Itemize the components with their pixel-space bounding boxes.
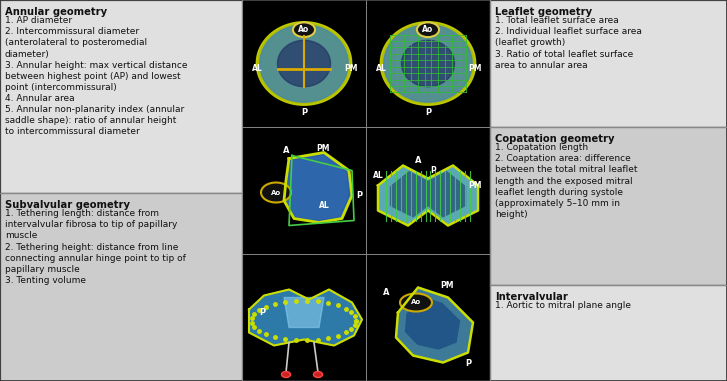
Bar — [0, 0, 242, 193]
Text: Ao: Ao — [271, 189, 281, 195]
Text: Ao: Ao — [422, 25, 433, 34]
Polygon shape — [380, 22, 475, 105]
Bar — [242, 127, 366, 254]
Text: P: P — [259, 308, 265, 317]
Text: 1. Copatation length
2. Coaptation area: difference
between the total mitral lea: 1. Copatation length 2. Coaptation area:… — [495, 143, 638, 219]
Polygon shape — [260, 25, 348, 102]
Text: Annular geometry: Annular geometry — [5, 7, 107, 17]
Bar — [490, 285, 727, 381]
Text: PM: PM — [344, 64, 358, 73]
Bar — [490, 127, 727, 285]
Text: Copatation geometry: Copatation geometry — [495, 134, 614, 144]
Ellipse shape — [313, 371, 323, 378]
Text: PM: PM — [316, 144, 329, 153]
Text: Intervalvular: Intervalvular — [495, 292, 568, 302]
Text: PM: PM — [468, 181, 481, 190]
Bar — [242, 0, 366, 127]
Text: AL: AL — [318, 201, 329, 210]
Bar — [0, 193, 242, 381]
Text: P: P — [465, 360, 471, 368]
Polygon shape — [406, 296, 459, 349]
Text: A: A — [283, 146, 289, 155]
Text: PM: PM — [468, 64, 481, 73]
Polygon shape — [257, 22, 352, 105]
Polygon shape — [384, 25, 472, 102]
Text: A: A — [414, 156, 421, 165]
Ellipse shape — [281, 371, 291, 378]
Polygon shape — [390, 172, 465, 217]
Polygon shape — [284, 298, 324, 328]
Text: Ao: Ao — [411, 299, 421, 306]
Text: PM: PM — [440, 281, 454, 290]
Text: P: P — [356, 191, 362, 200]
Text: Subvalvular geometry: Subvalvular geometry — [5, 200, 130, 210]
Text: 1. Tethering length: distance from
intervalvular fibrosa to tip of papillary
mus: 1. Tethering length: distance from inter… — [5, 209, 186, 285]
Text: Leaflet geometry: Leaflet geometry — [495, 7, 592, 17]
Text: AL: AL — [252, 64, 262, 73]
Polygon shape — [396, 288, 473, 362]
Text: 1. Total leaflet surface area
2. Individual leaflet surface area
(leaflet growth: 1. Total leaflet surface area 2. Individ… — [495, 16, 642, 70]
Polygon shape — [378, 165, 478, 226]
Text: Ao: Ao — [298, 25, 310, 34]
Bar — [366, 127, 490, 254]
Ellipse shape — [261, 182, 291, 202]
Text: AL: AL — [376, 64, 387, 73]
Text: A: A — [382, 288, 389, 297]
Text: 1. AP diameter
2. Intercommissural diameter
(anterolateral to posteromedial
diam: 1. AP diameter 2. Intercommissural diame… — [5, 16, 188, 136]
Text: P: P — [301, 107, 307, 117]
Text: P: P — [430, 166, 435, 175]
Text: AL: AL — [373, 171, 384, 180]
Bar — [490, 0, 727, 127]
Text: 1. Aortic to mitral plane angle: 1. Aortic to mitral plane angle — [495, 301, 631, 310]
Polygon shape — [285, 154, 350, 221]
Polygon shape — [249, 290, 362, 346]
Text: P: P — [425, 107, 431, 117]
Bar — [366, 0, 490, 127]
Ellipse shape — [400, 293, 432, 312]
Polygon shape — [278, 40, 331, 87]
Polygon shape — [401, 40, 454, 87]
Ellipse shape — [293, 22, 315, 37]
Polygon shape — [284, 152, 352, 223]
Bar — [242, 254, 366, 381]
Ellipse shape — [417, 22, 439, 37]
Bar — [366, 254, 490, 381]
